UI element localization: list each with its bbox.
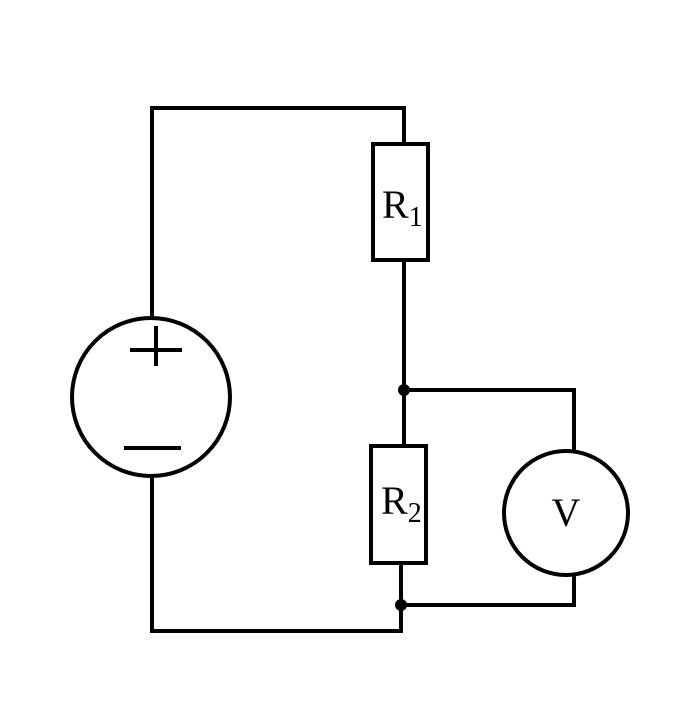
wires — [150, 106, 576, 633]
resistor-r1-body — [371, 142, 430, 262]
resistor-r2-body — [369, 444, 428, 565]
voltage-source-body — [70, 316, 232, 478]
voltmeter-top-wire — [402, 388, 576, 453]
junction-top — [398, 384, 410, 396]
resistor-r2-label: R2 — [381, 478, 422, 529]
bottom-wire — [150, 474, 403, 633]
resistor-r2: R2 — [369, 444, 428, 565]
voltage-source — [70, 316, 232, 478]
voltmeter: V — [502, 449, 630, 577]
resistor-r1: R1 — [371, 142, 430, 262]
junction-bottom — [395, 599, 407, 611]
voltmeter-body — [502, 449, 630, 577]
top-wire — [150, 106, 406, 320]
voltmeter-bottom-wire — [399, 573, 576, 607]
voltmeter-label: V — [552, 490, 581, 535]
resistor-r1-label: R1 — [382, 182, 423, 233]
